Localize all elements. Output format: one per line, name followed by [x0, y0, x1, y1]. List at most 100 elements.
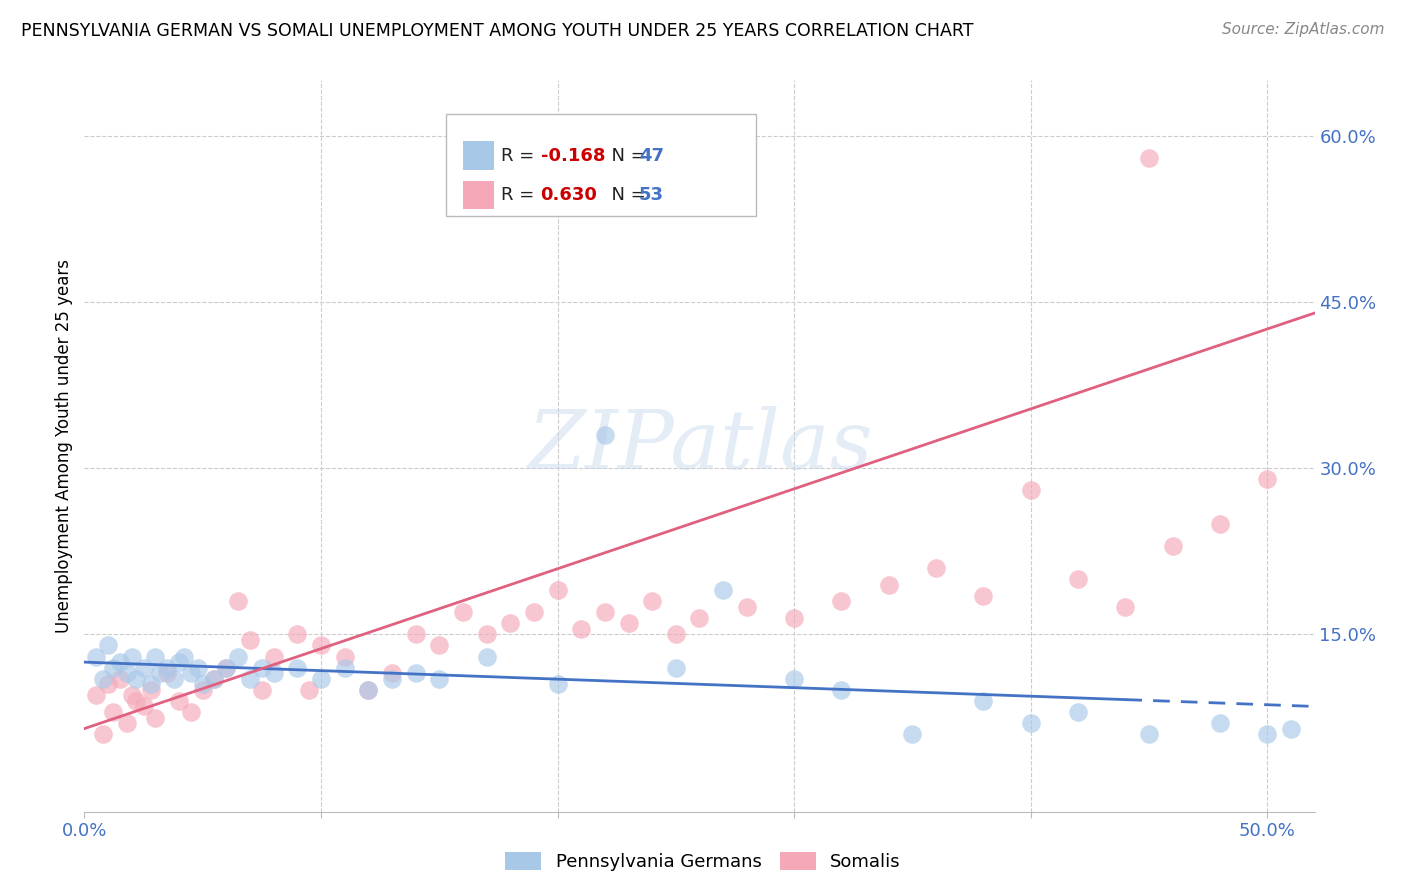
Text: N =: N =	[600, 147, 651, 165]
Point	[1137, 727, 1160, 741]
Point	[298, 682, 321, 697]
Point	[925, 561, 948, 575]
Point	[173, 649, 195, 664]
Point	[427, 639, 450, 653]
Point	[125, 694, 148, 708]
Point	[115, 716, 138, 731]
Y-axis label: Unemployment Among Youth under 25 years: Unemployment Among Youth under 25 years	[55, 259, 73, 633]
Point	[84, 649, 107, 664]
Point	[139, 682, 162, 697]
Point	[451, 605, 474, 619]
Point	[108, 655, 131, 669]
Text: 47: 47	[640, 147, 664, 165]
Point	[901, 727, 924, 741]
Point	[783, 611, 806, 625]
Point	[121, 689, 143, 703]
Text: R =: R =	[502, 186, 540, 204]
Point	[475, 649, 498, 664]
Point	[1256, 472, 1278, 486]
Point	[547, 677, 569, 691]
Point	[1256, 727, 1278, 741]
Point	[215, 660, 238, 674]
Point	[569, 622, 592, 636]
Point	[1161, 539, 1184, 553]
Point	[226, 649, 249, 664]
Point	[689, 611, 711, 625]
Point	[972, 589, 994, 603]
Point	[167, 694, 190, 708]
Text: 53: 53	[640, 186, 664, 204]
Point	[97, 639, 120, 653]
Point	[830, 682, 852, 697]
Point	[1019, 483, 1042, 498]
Point	[357, 682, 380, 697]
Point	[641, 594, 664, 608]
Point	[499, 616, 522, 631]
Point	[180, 666, 202, 681]
Point	[1209, 716, 1232, 731]
Point	[101, 660, 124, 674]
Point	[357, 682, 380, 697]
Point	[711, 583, 734, 598]
Point	[593, 605, 616, 619]
Point	[180, 705, 202, 719]
Point	[617, 616, 640, 631]
Point	[285, 660, 308, 674]
Point	[1019, 716, 1042, 731]
Point	[1114, 599, 1136, 614]
Text: PENNSYLVANIA GERMAN VS SOMALI UNEMPLOYMENT AMONG YOUTH UNDER 25 YEARS CORRELATIO: PENNSYLVANIA GERMAN VS SOMALI UNEMPLOYME…	[21, 22, 973, 40]
Point	[163, 672, 186, 686]
Point	[156, 660, 179, 674]
Point	[139, 677, 162, 691]
Point	[204, 672, 226, 686]
Point	[132, 660, 155, 674]
Point	[250, 682, 273, 697]
Point	[830, 594, 852, 608]
Point	[191, 677, 214, 691]
Point	[204, 672, 226, 686]
Point	[191, 682, 214, 697]
Point	[333, 660, 356, 674]
Text: ZIPatlas: ZIPatlas	[527, 406, 872, 486]
Point	[405, 666, 427, 681]
Point	[1209, 516, 1232, 531]
Point	[427, 672, 450, 686]
Point	[91, 672, 114, 686]
Point	[665, 627, 688, 641]
Point	[263, 649, 285, 664]
Point	[239, 672, 262, 686]
Point	[735, 599, 758, 614]
Legend: Pennsylvania Germans, Somalis: Pennsylvania Germans, Somalis	[498, 845, 908, 879]
Point	[285, 627, 308, 641]
Point	[877, 577, 900, 591]
Text: 0.630: 0.630	[541, 186, 598, 204]
Text: R =: R =	[502, 147, 540, 165]
Point	[156, 666, 179, 681]
Point	[115, 666, 138, 681]
Point	[381, 672, 404, 686]
Point	[309, 672, 332, 686]
Point	[309, 639, 332, 653]
Point	[108, 672, 131, 686]
Point	[783, 672, 806, 686]
Point	[187, 660, 209, 674]
Point	[1279, 722, 1302, 736]
Point	[381, 666, 404, 681]
Point	[1137, 151, 1160, 165]
Point	[132, 699, 155, 714]
Text: N =: N =	[600, 186, 651, 204]
Point	[143, 649, 166, 664]
Point	[101, 705, 124, 719]
Point	[143, 710, 166, 724]
Point	[97, 677, 120, 691]
Point	[523, 605, 546, 619]
Point	[84, 689, 107, 703]
Point	[250, 660, 273, 674]
Point	[1067, 572, 1090, 586]
Text: -0.168: -0.168	[541, 147, 605, 165]
Point	[263, 666, 285, 681]
Point	[405, 627, 427, 641]
Point	[333, 649, 356, 664]
Text: Source: ZipAtlas.com: Source: ZipAtlas.com	[1222, 22, 1385, 37]
Point	[972, 694, 994, 708]
